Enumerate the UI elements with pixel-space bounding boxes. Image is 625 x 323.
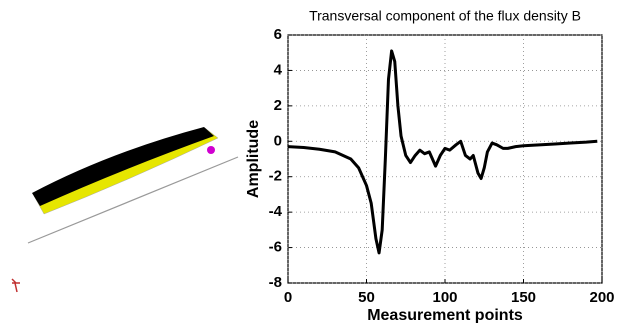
x-tick-label: 50 xyxy=(358,289,375,306)
x-tick-label: 200 xyxy=(589,289,614,306)
y-tick-label: 0 xyxy=(274,132,282,149)
ship-illustration xyxy=(12,127,238,292)
y-tick-label: 2 xyxy=(274,97,282,114)
y-tick-label: 4 xyxy=(274,61,283,78)
data-line xyxy=(288,51,597,253)
sensor-marker xyxy=(207,146,215,154)
x-tick-label: 0 xyxy=(284,289,292,306)
y-tick-label: -2 xyxy=(269,168,282,185)
axis-triad xyxy=(12,279,20,292)
x-axis-label: Measurement points xyxy=(367,307,523,323)
y-axis-label: Amplitude xyxy=(245,120,262,198)
x-tick-label: 150 xyxy=(511,289,536,306)
deck xyxy=(32,127,214,206)
y-tick-label: -6 xyxy=(269,239,282,256)
screen: Transversal component of the flux densit… xyxy=(0,0,625,323)
x-tick-label: 100 xyxy=(432,289,457,306)
y-tick-label: 6 xyxy=(274,26,282,43)
chart-title: Transversal component of the flux densit… xyxy=(309,8,581,24)
y-tick-label: -8 xyxy=(269,274,282,291)
y-tick-label: -4 xyxy=(269,203,283,220)
